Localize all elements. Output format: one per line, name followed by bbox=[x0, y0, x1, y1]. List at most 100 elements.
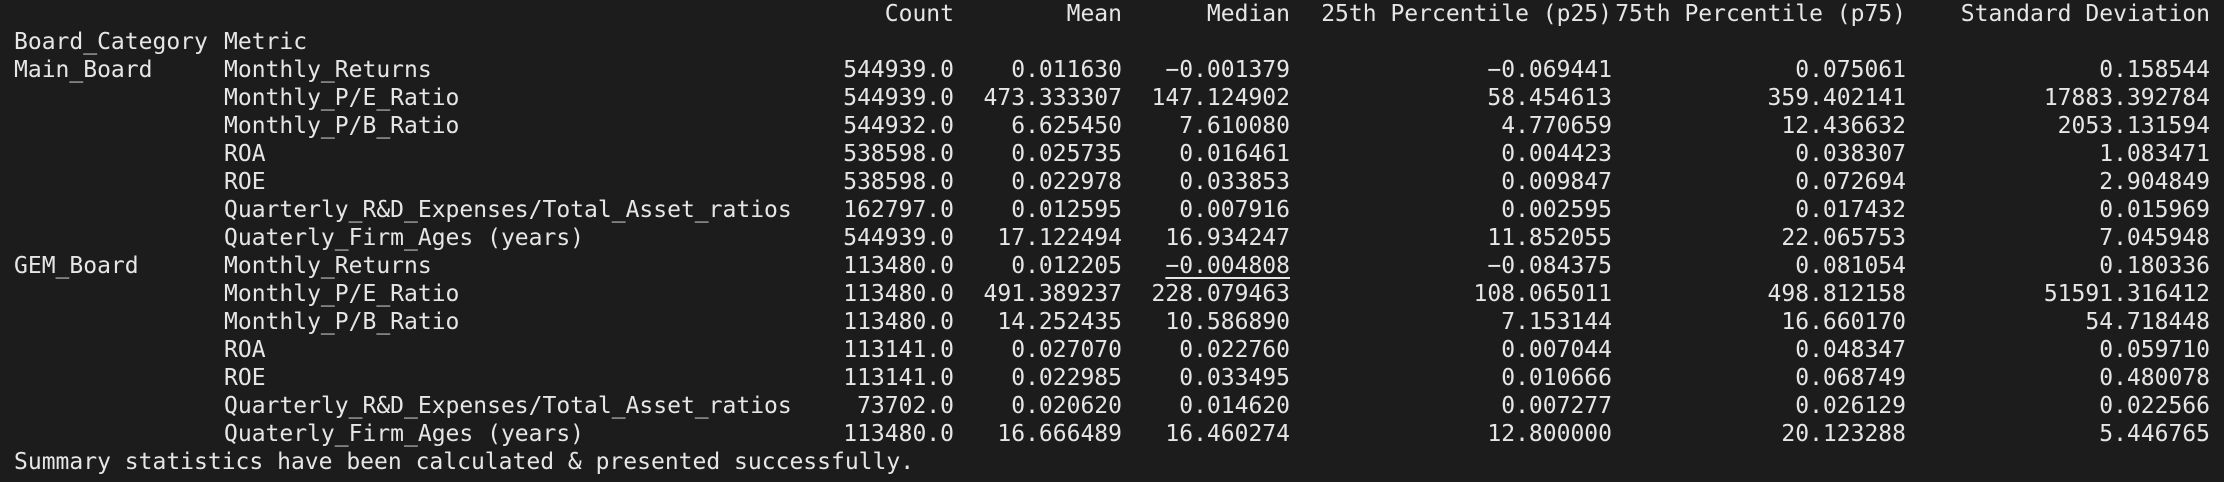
cell-std: 0.480078 bbox=[2099, 365, 2210, 391]
cell-count: 73702.0 bbox=[857, 393, 954, 419]
cell-std: 2.904849 bbox=[2099, 169, 2210, 195]
cell-std: 0.180336 bbox=[2099, 253, 2210, 279]
cell-std: 54.718448 bbox=[2085, 309, 2210, 335]
cell-std: 7.045948 bbox=[2099, 225, 2210, 251]
cell-mean: 17.122494 bbox=[997, 225, 1122, 251]
column-header-p25: 25th Percentile (p25) bbox=[1321, 1, 1612, 27]
column-header-p75: 75th Percentile (p75) bbox=[1615, 1, 1906, 27]
cell-count: 538598.0 bbox=[843, 141, 954, 167]
cell-std: 0.022566 bbox=[2099, 393, 2210, 419]
cell-p75: 0.081054 bbox=[1795, 253, 1906, 279]
cell-p75: 0.068749 bbox=[1795, 365, 1906, 391]
cell-p25: 108.065011 bbox=[1473, 281, 1612, 307]
cell-p25: 0.010666 bbox=[1501, 365, 1612, 391]
column-header-mean: Mean bbox=[1066, 1, 1122, 27]
cell-p25: 12.800000 bbox=[1487, 421, 1612, 447]
cell-p75: 16.660170 bbox=[1781, 309, 1906, 335]
cell-mean: 473.333307 bbox=[983, 85, 1122, 111]
cell-std: 51591.316412 bbox=[2043, 281, 2210, 307]
metric-label: ROE bbox=[224, 365, 266, 391]
cell-median: 7.610080 bbox=[1179, 113, 1290, 139]
cell-count: 113480.0 bbox=[843, 253, 954, 279]
cell-mean: 0.012595 bbox=[1011, 197, 1122, 223]
cell-std: 2053.131594 bbox=[2057, 113, 2210, 139]
cell-std: 17883.392784 bbox=[2043, 85, 2210, 111]
cell-p75: 0.017432 bbox=[1795, 197, 1906, 223]
cell-mean: 0.022978 bbox=[1011, 169, 1122, 195]
cell-p75: 0.026129 bbox=[1795, 393, 1906, 419]
cell-std: 0.158544 bbox=[2099, 57, 2210, 83]
cell-p25: 7.153144 bbox=[1501, 309, 1612, 335]
board-category-label: GEM_Board bbox=[14, 253, 139, 279]
cell-median: 0.014620 bbox=[1179, 393, 1290, 419]
cell-count: 544939.0 bbox=[843, 225, 954, 251]
cell-mean: 6.625450 bbox=[1011, 113, 1122, 139]
cell-p75: 20.123288 bbox=[1781, 421, 1906, 447]
cell-std: 0.059710 bbox=[2099, 337, 2210, 363]
cell-count: 113141.0 bbox=[843, 337, 954, 363]
metric-label: Quaterly_Firm_Ages (years) bbox=[224, 225, 585, 251]
cell-median: 0.033495 bbox=[1179, 365, 1290, 391]
metric-label: Monthly_Returns bbox=[224, 253, 432, 279]
status-message: Summary statistics have been calculated … bbox=[14, 449, 915, 475]
cell-std: 5.446765 bbox=[2099, 421, 2210, 447]
cell-count: 113141.0 bbox=[843, 365, 954, 391]
cell-mean: 16.666489 bbox=[997, 421, 1122, 447]
cell-p75: 0.048347 bbox=[1795, 337, 1906, 363]
cell-p25: 0.002595 bbox=[1501, 197, 1612, 223]
cell-p75: 0.038307 bbox=[1795, 141, 1906, 167]
cell-p25: 0.004423 bbox=[1501, 141, 1612, 167]
column-header-std: Standard Deviation bbox=[1960, 1, 2210, 27]
cell-count: 544932.0 bbox=[843, 113, 954, 139]
metric-label: Monthly_P/E_Ratio bbox=[224, 281, 460, 307]
cell-p75: 498.812158 bbox=[1767, 281, 1906, 307]
cell-p25: 11.852055 bbox=[1487, 225, 1612, 251]
cell-p75: 22.065753 bbox=[1781, 225, 1906, 251]
index-header-row: Board_Category Metric bbox=[14, 28, 307, 56]
metric-label: Monthly_P/B_Ratio bbox=[224, 309, 460, 335]
cell-mean: 0.025735 bbox=[1011, 141, 1122, 167]
cell-count: 538598.0 bbox=[843, 169, 954, 195]
cell-mean: 0.022985 bbox=[1011, 365, 1122, 391]
cell-median: 147.124902 bbox=[1151, 85, 1290, 111]
cell-mean: 0.027070 bbox=[1011, 337, 1122, 363]
index-name-board-category: Board_Category bbox=[14, 29, 208, 55]
board-category-label: Main_Board bbox=[14, 57, 153, 83]
cell-p75: 12.436632 bbox=[1781, 113, 1906, 139]
cell-p25: 58.454613 bbox=[1487, 85, 1612, 111]
cell-median: 10.586890 bbox=[1165, 309, 1290, 335]
cell-p75: 0.072694 bbox=[1795, 169, 1906, 195]
cell-median: 0.007916 bbox=[1179, 197, 1290, 223]
index-name-metric: Metric bbox=[224, 29, 308, 55]
column-header-median: Median bbox=[1206, 1, 1290, 27]
cell-median: 0.016461 bbox=[1179, 141, 1290, 167]
metric-label: Monthly_P/B_Ratio bbox=[224, 113, 460, 139]
cell-median: −0.004808 bbox=[1165, 253, 1290, 279]
cell-mean: 14.252435 bbox=[997, 309, 1122, 335]
metric-label: ROA bbox=[224, 141, 266, 167]
metric-label: Monthly_Returns bbox=[224, 57, 432, 83]
metric-label: Monthly_P/E_Ratio bbox=[224, 85, 460, 111]
cell-mean: 0.012205 bbox=[1011, 253, 1122, 279]
cell-p25: 4.770659 bbox=[1501, 113, 1612, 139]
cell-median: 0.022760 bbox=[1179, 337, 1290, 363]
cell-median: −0.001379 bbox=[1165, 57, 1290, 83]
cell-p25: −0.084375 bbox=[1487, 253, 1612, 279]
cell-count: 113480.0 bbox=[843, 309, 954, 335]
metric-label: Quaterly_Firm_Ages (years) bbox=[224, 421, 585, 447]
cell-p75: 359.402141 bbox=[1767, 85, 1906, 111]
cell-median: 228.079463 bbox=[1151, 281, 1290, 307]
column-header-count: Count bbox=[884, 1, 954, 27]
cell-count: 544939.0 bbox=[843, 57, 954, 83]
metric-label: ROE bbox=[224, 169, 266, 195]
cell-mean: 0.020620 bbox=[1011, 393, 1122, 419]
metric-label: Quarterly_R&D_Expenses/Total_Asset_ratio… bbox=[224, 197, 792, 223]
cell-p25: 0.009847 bbox=[1501, 169, 1612, 195]
metric-label: Quarterly_R&D_Expenses/Total_Asset_ratio… bbox=[224, 393, 792, 419]
column-header-row: Count Mean Median 25th Percentile (p25) … bbox=[14, 0, 2210, 28]
cell-mean: 0.011630 bbox=[1011, 57, 1122, 83]
cell-p75: 0.075061 bbox=[1795, 57, 1906, 83]
cell-count: 162797.0 bbox=[843, 197, 954, 223]
cell-mean: 491.389237 bbox=[983, 281, 1122, 307]
